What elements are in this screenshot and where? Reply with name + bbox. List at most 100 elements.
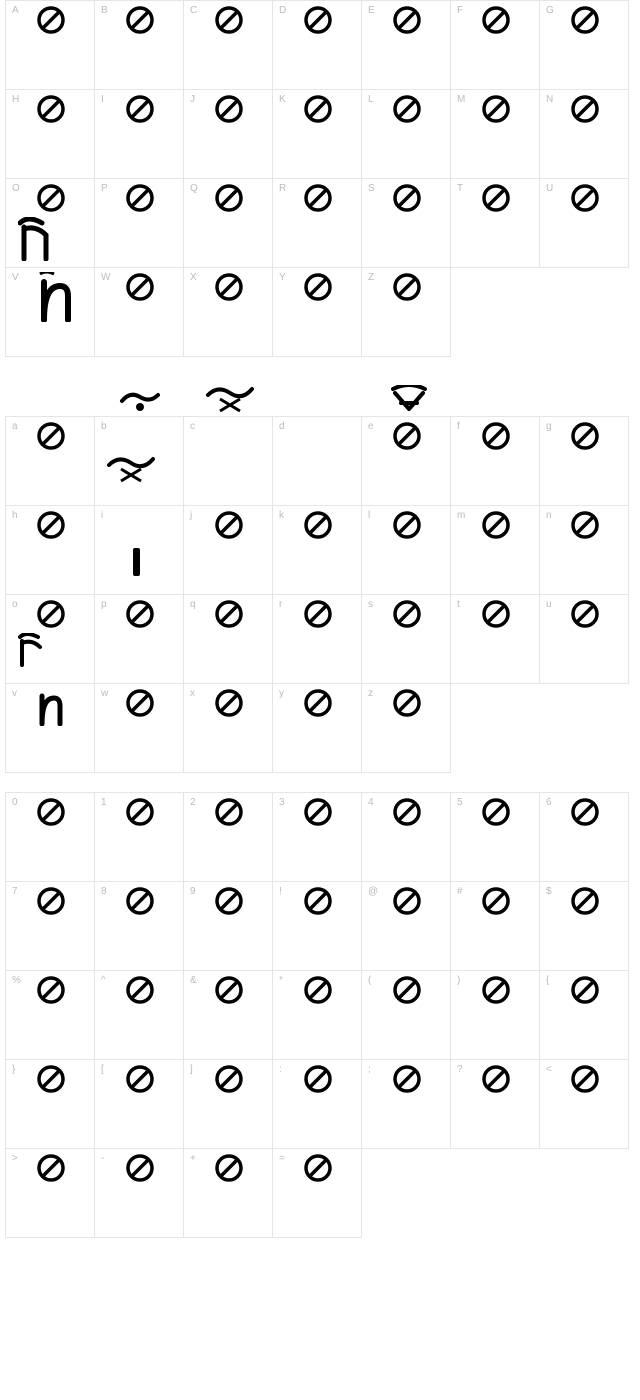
cell-label: = — [279, 1153, 285, 1164]
cell-glyph — [214, 1153, 244, 1183]
prohibition-icon — [303, 975, 333, 1005]
cell-label: M — [457, 94, 465, 105]
charmap-cell[interactable]: = — [272, 1148, 362, 1238]
prohibition-icon — [125, 975, 155, 1005]
charmap-cell[interactable]: W — [94, 267, 184, 357]
charmap-cell[interactable]: ! — [272, 881, 362, 971]
charmap-cell[interactable]: R — [272, 178, 362, 268]
charmap-cell[interactable]: m — [450, 505, 540, 595]
charmap-cell[interactable]: J — [183, 89, 273, 179]
charmap-cell[interactable]: ) — [450, 970, 540, 1060]
prohibition-icon — [214, 183, 244, 213]
charmap-cell[interactable]: w — [94, 683, 184, 773]
charmap-cell[interactable]: t — [450, 594, 540, 684]
charmap-cell[interactable]: : — [272, 1059, 362, 1149]
charmap-cell[interactable]: 9 — [183, 881, 273, 971]
charmap-cell[interactable]: [ — [94, 1059, 184, 1149]
charmap-cell[interactable]: U — [539, 178, 629, 268]
charmap-cell[interactable]: K — [272, 89, 362, 179]
charmap-cell[interactable]: A — [5, 0, 95, 90]
charmap-cell[interactable]: 8 — [94, 881, 184, 971]
charmap-cell[interactable]: B — [94, 0, 184, 90]
charmap-cell[interactable]: h — [5, 505, 95, 595]
cell-glyph — [303, 886, 333, 916]
charmap-cell[interactable]: < — [539, 1059, 629, 1149]
charmap-cell[interactable]: I — [94, 89, 184, 179]
charmap-cell[interactable]: n — [539, 505, 629, 595]
charmap-cell[interactable]: H — [5, 89, 95, 179]
charmap-cell[interactable]: ] — [183, 1059, 273, 1149]
charmap-cell[interactable]: f — [450, 416, 540, 506]
charmap-cell[interactable]: k — [272, 505, 362, 595]
charmap-cell[interactable]: 3 — [272, 792, 362, 882]
charmap-cell[interactable]: E — [361, 0, 451, 90]
charmap-cell[interactable]: x — [183, 683, 273, 773]
charmap-cell[interactable]: c — [183, 416, 273, 506]
charmap-cell[interactable]: z — [361, 683, 451, 773]
cell-label: D — [279, 5, 286, 16]
charmap-cell[interactable]: X — [183, 267, 273, 357]
charmap-cell[interactable]: + — [183, 1148, 273, 1238]
charmap-cell[interactable]: * — [272, 970, 362, 1060]
charmap-cell[interactable]: ( — [361, 970, 451, 1060]
charmap-cell[interactable]: 5 — [450, 792, 540, 882]
charmap-cell[interactable]: P — [94, 178, 184, 268]
charmap-cell[interactable]: d — [272, 416, 362, 506]
charmap-cell[interactable]: } — [5, 1059, 95, 1149]
charmap-cell[interactable]: y — [272, 683, 362, 773]
charmap-cell[interactable]: N — [539, 89, 629, 179]
charmap-cell[interactable]: S — [361, 178, 451, 268]
charmap-cell[interactable]: F — [450, 0, 540, 90]
charmap-cell[interactable]: $ — [539, 881, 629, 971]
charmap-cell[interactable]: b — [94, 416, 184, 506]
charmap-cell[interactable]: G — [539, 0, 629, 90]
charmap-cell[interactable]: Y — [272, 267, 362, 357]
charmap-cell[interactable]: % — [5, 970, 95, 1060]
charmap-cell[interactable]: u — [539, 594, 629, 684]
charmap-cell[interactable]: o — [5, 594, 95, 684]
charmap-cell[interactable]: > — [5, 1148, 95, 1238]
charmap-cell[interactable]: Q — [183, 178, 273, 268]
charmap-cell[interactable]: ? — [450, 1059, 540, 1149]
cell-label: # — [457, 886, 463, 897]
charmap-cell[interactable]: r — [272, 594, 362, 684]
tilde-x-glyph — [107, 455, 155, 483]
charmap-cell[interactable]: 4 — [361, 792, 451, 882]
charmap-cell[interactable]: 7 — [5, 881, 95, 971]
charmap-cell[interactable]: C — [183, 0, 273, 90]
charmap-cell[interactable]: p — [94, 594, 184, 684]
charmap-cell[interactable]: q — [183, 594, 273, 684]
charmap-cell[interactable]: 6 — [539, 792, 629, 882]
charmap-cell[interactable]: V — [5, 267, 95, 357]
prohibition-icon — [214, 1153, 244, 1183]
charmap-cell[interactable]: & — [183, 970, 273, 1060]
charmap-cell[interactable]: v — [5, 683, 95, 773]
charmap-cell[interactable]: e — [361, 416, 451, 506]
charmap-cell[interactable]: # — [450, 881, 540, 971]
charmap-cell[interactable]: O — [5, 178, 95, 268]
prohibition-icon — [125, 1153, 155, 1183]
prohibition-icon — [303, 510, 333, 540]
charmap-cell[interactable]: M — [450, 89, 540, 179]
charmap-cell[interactable]: 0 — [5, 792, 95, 882]
charmap-cell[interactable]: s — [361, 594, 451, 684]
charmap-cell[interactable]: a — [5, 416, 95, 506]
cell-label: 9 — [190, 886, 196, 897]
charmap-cell[interactable]: @ — [361, 881, 451, 971]
charmap-cell[interactable]: - — [94, 1148, 184, 1238]
charmap-cell[interactable]: ^ — [94, 970, 184, 1060]
charmap-cell[interactable]: 1 — [94, 792, 184, 882]
charmap-cell[interactable]: l — [361, 505, 451, 595]
charmap-cell[interactable]: D — [272, 0, 362, 90]
charmap-cell[interactable]: { — [539, 970, 629, 1060]
charmap-cell[interactable]: 2 — [183, 792, 273, 882]
charmap-cell[interactable]: i — [94, 505, 184, 595]
cell-label: V — [12, 272, 19, 283]
charmap-cell[interactable]: L — [361, 89, 451, 179]
cell-label: - — [101, 1153, 104, 1164]
charmap-cell[interactable]: j — [183, 505, 273, 595]
charmap-cell[interactable]: g — [539, 416, 629, 506]
charmap-cell[interactable]: ; — [361, 1059, 451, 1149]
charmap-cell[interactable]: Z — [361, 267, 451, 357]
charmap-cell[interactable]: T — [450, 178, 540, 268]
